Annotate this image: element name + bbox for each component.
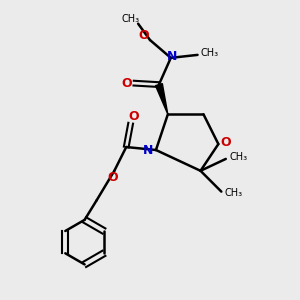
Text: O: O: [128, 110, 139, 123]
Text: O: O: [122, 76, 132, 90]
Text: CH₃: CH₃: [201, 48, 219, 59]
Text: O: O: [220, 136, 230, 149]
Text: N: N: [143, 143, 154, 157]
Text: CH₃: CH₃: [225, 188, 243, 198]
Text: N: N: [167, 50, 178, 63]
Polygon shape: [155, 84, 168, 114]
Text: CH₃: CH₃: [229, 152, 247, 162]
Text: O: O: [139, 29, 149, 42]
Text: CH₃: CH₃: [122, 14, 140, 24]
Text: O: O: [107, 171, 118, 184]
